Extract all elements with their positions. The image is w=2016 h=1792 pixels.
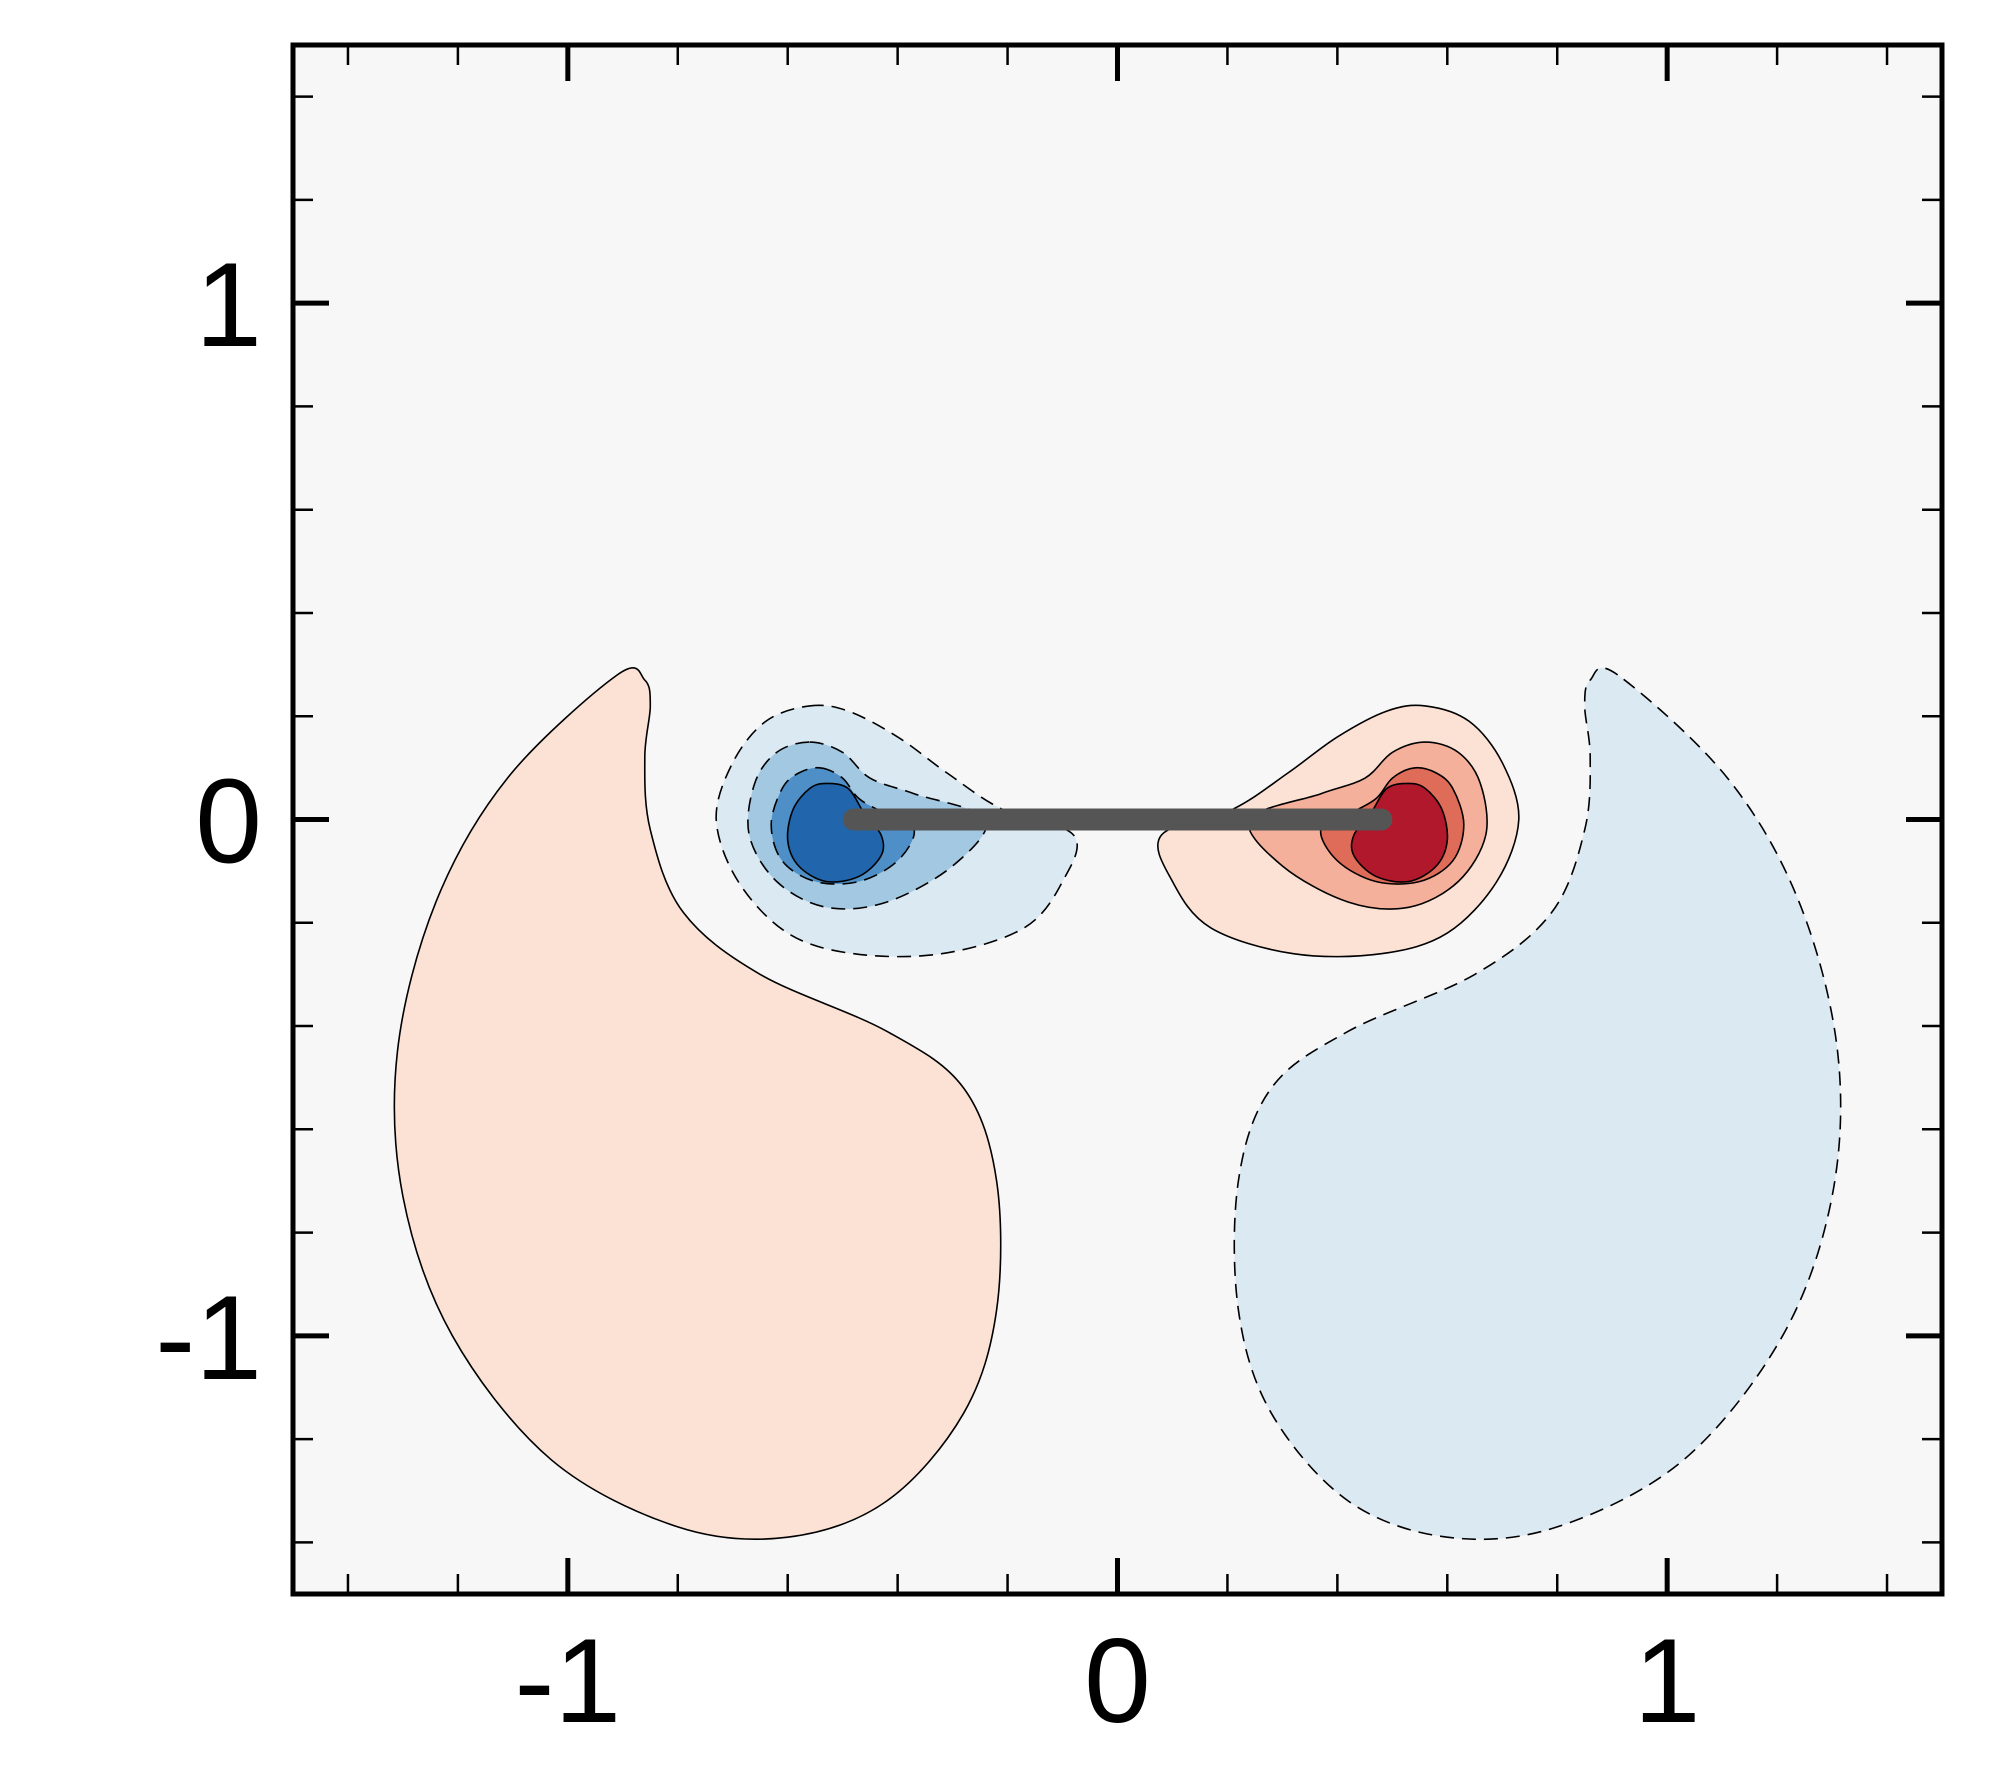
shed-positive-lobe: [393, 667, 1002, 1541]
x-tick-label: -1: [514, 1614, 621, 1748]
shed-negative-lobe: [1233, 667, 1842, 1541]
contour-regions: [393, 667, 1842, 1541]
y-tick-label: -1: [155, 1271, 262, 1405]
x-tick-label: 0: [1084, 1614, 1151, 1748]
y-tick-label: 0: [195, 755, 262, 889]
axis-ticks: [293, 45, 1942, 1594]
y-tick-label: 1: [195, 238, 262, 372]
x-tick-label: 1: [1634, 1614, 1701, 1748]
axis-tick-labels: -1 0 1 -1 0 1: [155, 238, 1700, 1748]
